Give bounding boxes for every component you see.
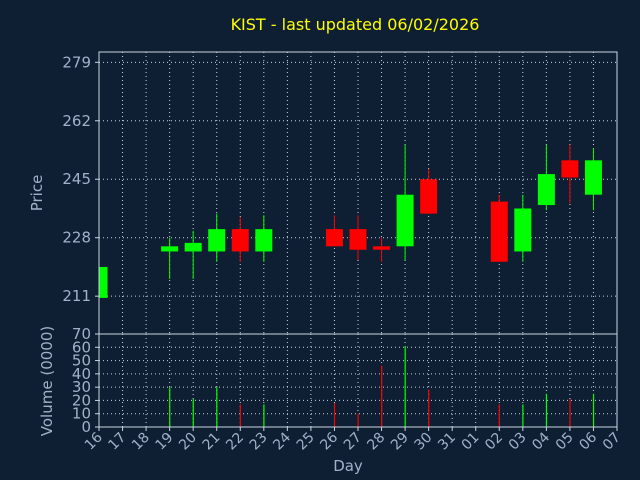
day-tick-label: 17 [105, 430, 129, 454]
volume-tick-label: 70 [72, 325, 91, 343]
volume-tick-label: 0 [81, 418, 91, 436]
candle-body [161, 246, 179, 252]
volume-tick-label: 30 [72, 378, 91, 396]
candle-28 [373, 237, 391, 262]
day-tick-label: 19 [153, 430, 177, 454]
day-tick-label: 05 [553, 430, 577, 454]
day-tick-label: 29 [388, 430, 412, 454]
candle-body [208, 229, 226, 252]
price-axis-label: Price [28, 175, 46, 212]
volume-bar-22 [239, 404, 241, 427]
day-tick-label: 21 [200, 430, 224, 454]
candle-26 [325, 215, 343, 247]
candle-06 [584, 148, 602, 211]
candle-21 [208, 213, 226, 262]
day-tick-label: 27 [341, 430, 365, 454]
candle-22 [231, 217, 249, 262]
candle-body [373, 246, 391, 250]
day-tick-label: 01 [459, 430, 483, 454]
candle-20 [184, 230, 202, 279]
volume-bar-27 [357, 413, 359, 427]
volume-bar-23 [263, 404, 265, 427]
day-axis-label: Day [333, 457, 363, 475]
candle-16 [98, 266, 108, 298]
volume-bar-29 [404, 345, 406, 427]
candle-05 [561, 144, 579, 204]
day-tick-label: 30 [412, 430, 436, 454]
day-tick-label: 04 [529, 429, 553, 453]
day-tick-label: 23 [247, 430, 271, 454]
day-tick-label: 24 [270, 429, 294, 453]
volume-bar-04 [545, 393, 548, 427]
volume-bar-05 [569, 399, 571, 427]
price-tick-label: 245 [62, 170, 91, 188]
candle-body [584, 160, 602, 195]
candle-body [537, 174, 555, 206]
day-tick-label: 06 [576, 429, 600, 453]
price-tick-label: 228 [62, 229, 91, 247]
volume-bar-19 [169, 387, 171, 427]
candle-body [490, 201, 508, 262]
candle-body [349, 229, 367, 250]
volume-bar-20 [192, 399, 194, 427]
day-tick-label: 28 [364, 430, 388, 454]
day-tick-label: 18 [129, 430, 153, 454]
candle-body [396, 194, 414, 247]
day-tick-label: 22 [223, 430, 247, 454]
candle-body [420, 179, 438, 214]
candle-29 [396, 144, 414, 261]
volume-bar-26 [333, 403, 336, 427]
price-tick-label: 262 [62, 112, 91, 130]
day-tick-label: 26 [317, 429, 341, 453]
candle-04 [537, 144, 555, 211]
volume-tick-label: 20 [72, 391, 91, 409]
volume-tick-label: 60 [72, 338, 91, 356]
candle-19 [161, 237, 179, 279]
day-tick-label: 02 [482, 430, 506, 454]
candle-30 [420, 168, 438, 214]
volume-tick-label: 40 [72, 365, 91, 383]
volume-tick-label: 10 [72, 405, 91, 423]
volume-axis-label: Volume (0000) [38, 326, 56, 436]
candle-02 [490, 194, 508, 262]
volume-bar-28 [381, 365, 383, 427]
chart-title: KIST - last updated 06/02/2026 [231, 15, 480, 34]
candle-body [184, 242, 202, 252]
day-tick-label: 07 [600, 430, 624, 454]
candle-body [325, 229, 343, 247]
candle-body [561, 160, 579, 178]
price-tick-label: 211 [62, 287, 91, 305]
candle-body [99, 266, 108, 298]
price-tick-label: 279 [62, 53, 91, 71]
day-tick-label: 25 [294, 430, 318, 454]
volume-bar-03 [522, 404, 524, 427]
day-axis: 16 17 18 19 20 21 22 23 24 25 26 27 28 29 30 31 01 02 03 04… [82, 427, 624, 453]
day-tick-label: 31 [435, 430, 459, 454]
price-panel: 211 228 245 262 279 [62, 51, 618, 335]
volume-bar-06 [592, 393, 595, 427]
candle-body [255, 229, 273, 252]
candle-23 [255, 215, 273, 262]
day-tick-label: 03 [506, 430, 530, 454]
day-tick-label: 20 [176, 430, 200, 454]
candle-27 [349, 215, 367, 261]
volume-plot-frame [98, 333, 618, 428]
candle-body [514, 208, 532, 252]
candle-03 [514, 194, 532, 262]
candle-body [231, 229, 249, 252]
volume-bar-21 [216, 387, 218, 427]
volume-bar-02 [498, 404, 500, 427]
volume-bar-30 [428, 389, 430, 427]
volume-tick-label: 50 [72, 352, 91, 370]
